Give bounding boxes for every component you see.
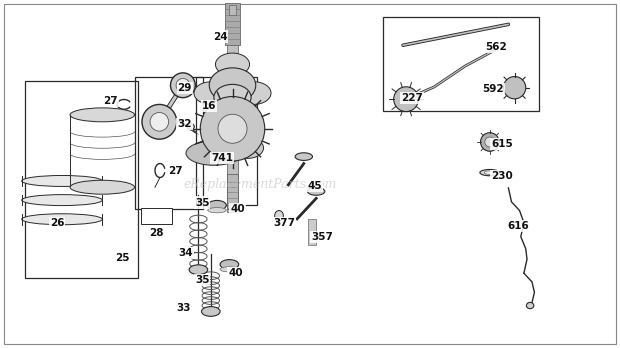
Text: 24: 24	[213, 32, 228, 41]
Circle shape	[142, 104, 177, 139]
Bar	[227, 14, 238, 212]
Ellipse shape	[237, 82, 271, 104]
Text: 29: 29	[177, 83, 192, 93]
Ellipse shape	[295, 153, 312, 160]
Text: 616: 616	[507, 221, 529, 231]
Ellipse shape	[214, 84, 251, 111]
Ellipse shape	[220, 260, 239, 269]
Text: 40: 40	[230, 205, 245, 214]
Circle shape	[170, 73, 195, 98]
Ellipse shape	[220, 267, 239, 272]
Text: 27: 27	[168, 166, 183, 176]
Ellipse shape	[187, 124, 195, 130]
Ellipse shape	[70, 108, 135, 122]
Text: 32: 32	[177, 119, 192, 129]
Text: 357: 357	[311, 232, 333, 242]
Ellipse shape	[208, 207, 226, 213]
Text: 28: 28	[149, 228, 164, 238]
Text: 227: 227	[401, 93, 423, 103]
Text: 35: 35	[195, 275, 210, 285]
Ellipse shape	[22, 175, 102, 187]
Text: 26: 26	[50, 218, 64, 228]
Text: 230: 230	[491, 171, 513, 181]
Ellipse shape	[308, 188, 325, 195]
Circle shape	[503, 77, 526, 99]
Bar	[224, 3, 241, 45]
Circle shape	[200, 96, 265, 161]
Ellipse shape	[22, 214, 102, 225]
Ellipse shape	[70, 180, 135, 194]
Text: 562: 562	[485, 42, 507, 52]
Text: 35: 35	[195, 198, 210, 207]
Ellipse shape	[484, 171, 495, 174]
Text: 34: 34	[179, 248, 193, 258]
Circle shape	[480, 133, 499, 151]
Bar	[141, 208, 172, 224]
Ellipse shape	[22, 195, 102, 206]
Bar	[25, 81, 138, 278]
Ellipse shape	[186, 141, 242, 165]
Ellipse shape	[216, 53, 249, 76]
Text: 592: 592	[482, 84, 503, 94]
Ellipse shape	[526, 302, 534, 309]
Text: 27: 27	[103, 96, 118, 106]
Circle shape	[218, 114, 247, 143]
Ellipse shape	[202, 307, 220, 316]
Bar	[227, 174, 238, 209]
Text: 25: 25	[115, 253, 130, 262]
Ellipse shape	[232, 137, 264, 158]
Circle shape	[176, 78, 190, 92]
Ellipse shape	[210, 68, 255, 103]
Text: 615: 615	[491, 139, 513, 149]
Ellipse shape	[480, 169, 500, 176]
Bar	[135, 77, 203, 209]
Ellipse shape	[208, 200, 226, 210]
Circle shape	[394, 87, 418, 112]
Ellipse shape	[194, 82, 228, 104]
Text: 45: 45	[307, 181, 322, 191]
Text: 33: 33	[176, 303, 191, 313]
Text: 16: 16	[202, 101, 216, 111]
Bar	[196, 77, 257, 205]
Text: 377: 377	[273, 219, 295, 228]
Circle shape	[150, 112, 169, 131]
Text: 40: 40	[228, 268, 243, 278]
Bar	[308, 219, 316, 245]
Circle shape	[485, 137, 495, 147]
Ellipse shape	[189, 265, 208, 275]
Text: 741: 741	[211, 153, 233, 163]
Ellipse shape	[275, 211, 283, 221]
Bar	[229, 5, 236, 15]
Bar	[383, 17, 539, 111]
Text: eReplacementParts.com: eReplacementParts.com	[184, 178, 337, 191]
